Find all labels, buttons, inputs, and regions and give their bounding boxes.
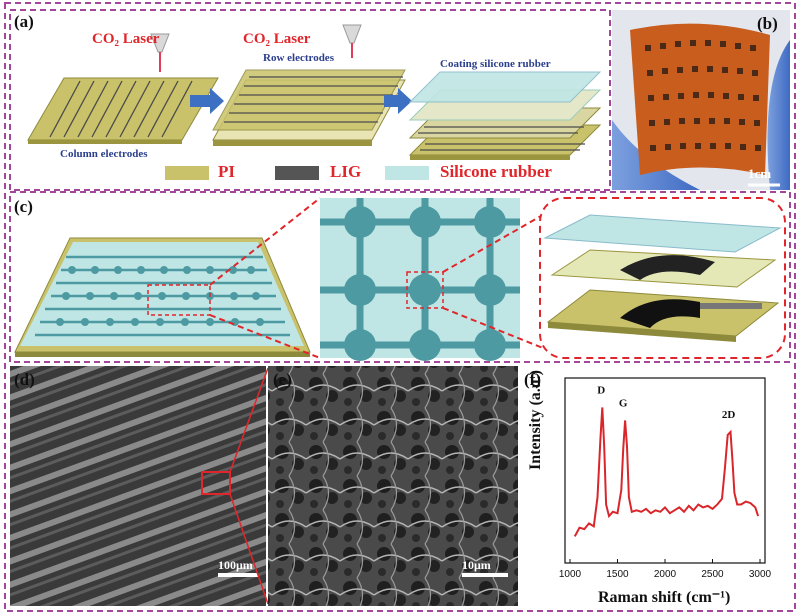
sem-image-e (268, 366, 518, 606)
zoom-line-5 (229, 367, 269, 473)
raman-chart: 1000 1500 2000 2500 3000 D G 2D (559, 377, 772, 580)
scale-label-b: 1cm (748, 166, 772, 181)
laser-label-2: CO₂ Laser (243, 31, 311, 47)
zoom-line-3 (442, 211, 549, 273)
panel-label-f: (f) (524, 370, 541, 389)
x-tick-label-2: 2000 (654, 569, 677, 580)
x-tick-label-1: 1500 (606, 569, 629, 580)
sheet-column-electrodes (27, 77, 219, 144)
legend-label-silicone: Silicone rubber (440, 162, 552, 181)
zoom-line-6 (229, 493, 269, 605)
x-tick-label-4: 3000 (749, 569, 772, 580)
zoom-line-1 (209, 197, 321, 286)
outer-frame (4, 2, 796, 612)
photo-device (612, 10, 790, 190)
coating-label: Coating silicone rubber (440, 58, 551, 70)
laser-nozzle-1 (150, 33, 170, 72)
x-axis-label: Raman shift (cm⁻¹) (598, 589, 731, 606)
arrow-1 (190, 88, 224, 114)
zoom-grid (320, 198, 520, 361)
column-electrodes-label: Column electrodes (60, 148, 148, 160)
scale-label-e: 10μm (462, 558, 491, 572)
arrow-2 (384, 88, 412, 114)
panel-label-e: (e) (273, 370, 292, 389)
legend-label-pi: PI (218, 162, 235, 181)
panel-label-c: (c) (14, 197, 33, 216)
y-axis-label: Intensity (a.u.) (527, 369, 544, 470)
peak-label-d: D (597, 384, 605, 396)
x-tick-label-0: 1000 (559, 569, 582, 580)
sheet-row-electrodes (212, 69, 406, 146)
plot-frame (564, 377, 766, 564)
laser-label-1: CO₂ Laser (92, 31, 160, 47)
sensor-unit-exploded (539, 197, 786, 359)
sem-image-d (10, 366, 266, 606)
row-electrodes-label: Row electrodes (263, 52, 334, 64)
scale-label-d: 100μm (218, 558, 253, 572)
panel-label-b: (b) (757, 14, 778, 33)
peak-label-g: G (619, 397, 628, 409)
laser-nozzle-2 (342, 24, 362, 58)
frame-c (9, 191, 791, 363)
panel-label-d: (d) (14, 370, 35, 389)
panel-label-a: (a) (14, 12, 34, 31)
legend-label-lig: LIG (330, 162, 362, 181)
legend-swatch-lig (275, 166, 319, 180)
raman-series-line (573, 407, 760, 537)
x-tick-label-3: 2500 (701, 569, 724, 580)
frame-a (9, 9, 611, 191)
legend-swatch-silicone (385, 166, 429, 180)
sensor-array-sheet (14, 237, 311, 357)
legend-swatch-pi (165, 166, 209, 180)
peak-label-2d: 2D (722, 409, 736, 421)
sheet-stack (408, 71, 602, 160)
zoom-line-4 (442, 307, 549, 351)
